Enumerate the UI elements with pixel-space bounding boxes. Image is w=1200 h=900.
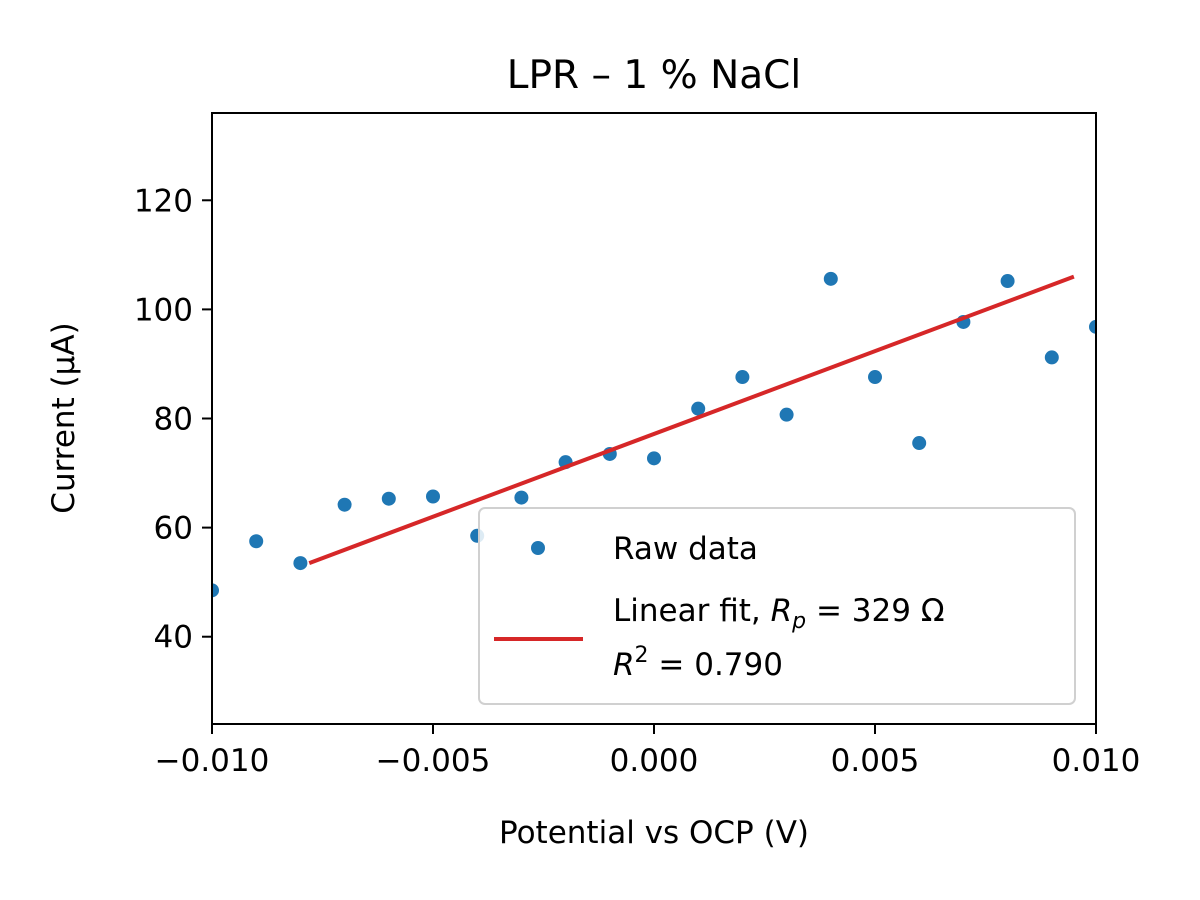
- legend-raw-label: Raw data: [613, 531, 758, 567]
- scatter-point: [1000, 274, 1015, 289]
- legend-r2-sup: 2: [635, 643, 649, 668]
- legend-fit-label: Linear fit, Rp = 329 Ω: [613, 593, 945, 634]
- legend-raw-marker: [531, 541, 545, 555]
- x-tick-label: −0.010: [155, 743, 270, 779]
- scatter-point: [514, 490, 529, 505]
- fit-line-layer: [308, 274, 1075, 565]
- scatter-point: [381, 491, 396, 506]
- chart-title: LPR – 1 % NaCl: [507, 53, 801, 98]
- y-tick-label: 120: [134, 183, 193, 219]
- legend-r2-label: R2 = 0.790: [613, 643, 783, 683]
- scatter-point: [691, 401, 706, 416]
- x-axis-label: Potential vs OCP (V): [499, 815, 809, 851]
- legend-box: [478, 507, 1076, 705]
- scatter-point: [212, 583, 219, 598]
- legend-fit-r-symbol: R: [771, 593, 793, 629]
- x-tick-label: −0.005: [376, 743, 491, 779]
- legend-r2-symbol: R: [613, 647, 635, 683]
- x-axis-ticks: −0.010 −0.005 0.000 0.005 0.010: [155, 724, 1141, 779]
- x-tick-label: 0.000: [610, 743, 699, 779]
- fit-line: [308, 274, 1075, 565]
- scatter-point: [249, 534, 264, 549]
- scatter-point: [868, 370, 882, 385]
- scatter-point: [735, 370, 750, 385]
- y-axis-ticks: 40 60 80 100 120: [134, 183, 212, 656]
- y-axis-label: Current (µA): [46, 322, 82, 513]
- legend-fit-r-value: = 329 Ω: [806, 593, 944, 629]
- legend: Raw data Linear fit, Rp = 329 Ω R2 = 0.7…: [478, 507, 1076, 705]
- scatter-point: [912, 436, 927, 451]
- x-tick-label: 0.005: [831, 743, 920, 779]
- scatter-point: [1044, 350, 1059, 365]
- scatter-point: [779, 407, 794, 422]
- legend-r2-value: = 0.790: [649, 647, 783, 683]
- legend-fit-prefix: Linear fit,: [613, 593, 771, 629]
- y-tick-label: 40: [154, 620, 193, 656]
- scatter-point: [293, 556, 308, 571]
- y-tick-label: 60: [154, 511, 193, 547]
- scatter-point: [823, 271, 838, 286]
- legend-fit-r-sub: p: [791, 609, 806, 634]
- y-tick-label: 80: [154, 402, 193, 438]
- y-tick-label: 100: [134, 292, 193, 328]
- scatter-point: [426, 489, 440, 504]
- x-tick-label: 0.010: [1052, 743, 1141, 779]
- scatter-point: [647, 451, 661, 466]
- scatter-point: [1089, 319, 1096, 334]
- scatter-point: [337, 497, 352, 512]
